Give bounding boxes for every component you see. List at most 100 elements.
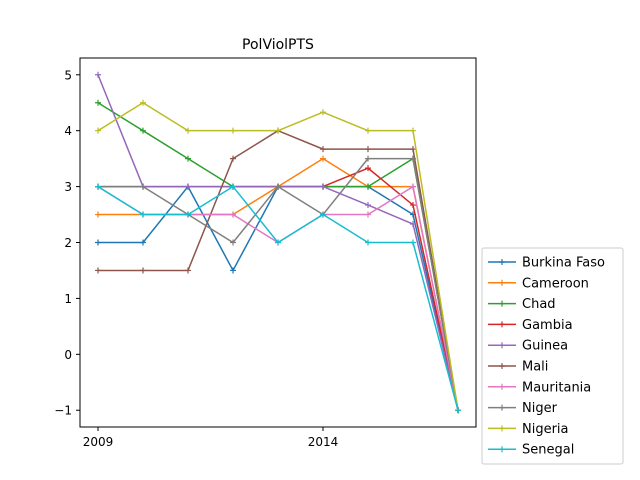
data-point	[140, 99, 146, 106]
data-point	[140, 127, 146, 134]
legend-marker	[499, 425, 505, 432]
series-8	[95, 99, 461, 414]
data-point	[365, 211, 371, 218]
data-point	[95, 183, 101, 190]
legend-item: Burkina Faso	[488, 256, 605, 271]
legend-item: Niger	[488, 401, 558, 416]
data-point	[140, 267, 146, 274]
series-line	[98, 157, 459, 411]
y-tick-label: −1	[54, 404, 72, 418]
series-9	[95, 183, 461, 414]
legend-item: Guinea	[488, 339, 568, 354]
data-point	[95, 99, 101, 106]
data-point	[230, 211, 236, 218]
data-point	[230, 183, 236, 190]
series-line	[98, 157, 459, 411]
data-point	[275, 127, 281, 134]
legend-label: Senegal	[522, 443, 574, 458]
y-tick-label: 1	[64, 292, 72, 306]
data-point	[320, 183, 326, 190]
data-point	[230, 239, 236, 246]
legend-item: Mali	[488, 360, 548, 375]
data-point	[365, 155, 371, 162]
data-point	[185, 183, 191, 190]
legend-label: Guinea	[522, 339, 568, 354]
series-5	[95, 127, 461, 414]
legend-marker	[499, 363, 505, 369]
data-point	[275, 183, 281, 190]
legend-label: Nigeria	[522, 422, 569, 437]
y-tick-label: 3	[64, 180, 72, 194]
legend-marker	[499, 300, 505, 307]
data-point	[365, 146, 371, 153]
x-tick-label: 2014	[308, 435, 339, 449]
data-point	[230, 155, 236, 162]
data-point	[410, 202, 416, 209]
data-point	[320, 155, 326, 162]
legend-item: Chad	[488, 297, 556, 312]
data-point	[410, 146, 416, 153]
data-point	[320, 211, 326, 218]
legend-box	[481, 247, 624, 465]
legend-item: Mauritania	[488, 380, 591, 395]
data-point	[95, 211, 101, 218]
legend-item: Senegal	[488, 443, 574, 458]
series-7	[95, 155, 461, 414]
data-point	[365, 183, 371, 190]
legend-item: Gambia	[488, 318, 573, 333]
data-point	[455, 407, 461, 414]
y-tick-label: 2	[64, 236, 72, 250]
data-point	[185, 127, 191, 134]
data-point	[410, 183, 416, 190]
series-line	[98, 129, 459, 411]
series-line	[98, 167, 459, 411]
y-tick-label: 0	[64, 348, 72, 362]
legend-marker	[499, 446, 505, 453]
legend-label: Chad	[522, 297, 556, 312]
data-point	[230, 127, 236, 134]
chart-title: PolViolPTS	[242, 37, 314, 53]
legend-label: Gambia	[522, 318, 573, 333]
data-point	[365, 239, 371, 246]
legend-label: Mauritania	[522, 380, 591, 395]
legend-label: Mali	[522, 360, 548, 375]
data-point	[140, 239, 146, 246]
data-point	[320, 109, 326, 116]
axes: −1 0 1 2 3 4 5 2009 2014	[54, 57, 477, 449]
data-point	[95, 267, 101, 274]
legend-marker	[499, 404, 505, 411]
data-point	[410, 155, 416, 162]
series-2	[95, 99, 461, 414]
data-point	[410, 221, 416, 228]
data-point	[95, 127, 101, 134]
legend-marker	[499, 383, 505, 390]
plot-lines	[95, 71, 461, 414]
series-1	[95, 155, 461, 414]
data-point	[185, 267, 191, 274]
legend-marker	[499, 342, 505, 349]
data-point	[365, 165, 371, 172]
legend-label: Burkina Faso	[522, 256, 605, 271]
data-point	[140, 211, 146, 218]
data-point	[365, 202, 371, 209]
data-point	[320, 146, 326, 153]
legend-label: Cameroon	[522, 276, 589, 291]
data-point	[410, 239, 416, 246]
data-point	[410, 127, 416, 134]
y-tick-label: 4	[64, 124, 72, 138]
y-tick-label: 5	[64, 68, 72, 82]
legend-item: Nigeria	[488, 422, 569, 437]
data-point	[230, 267, 236, 274]
series-6	[95, 183, 461, 414]
data-point	[185, 155, 191, 162]
legend: Burkina Faso Cameroon Chad Gambia Guinea Mali…	[481, 247, 624, 465]
series-3	[95, 165, 461, 414]
data-point	[275, 239, 281, 246]
data-point	[95, 71, 101, 78]
legend-marker	[499, 321, 505, 328]
legend-marker	[499, 259, 505, 265]
data-point	[140, 183, 146, 190]
legend-marker	[499, 279, 505, 286]
data-point	[185, 211, 191, 218]
